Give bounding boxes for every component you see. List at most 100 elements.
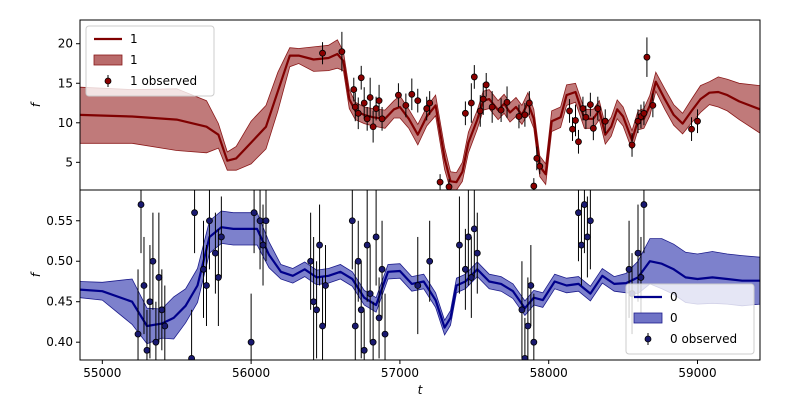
y-tick-label: 0.55	[46, 214, 73, 228]
observed-point	[467, 274, 475, 281]
observed-point	[137, 201, 145, 208]
observed-point	[140, 282, 148, 289]
observed-point	[402, 101, 410, 109]
observed-point	[482, 81, 490, 89]
observed-point	[694, 117, 701, 125]
observed-point	[572, 117, 579, 124]
observed-point	[375, 97, 383, 105]
observed-point	[354, 257, 362, 265]
axes-frame	[79, 189, 761, 361]
observed-point	[445, 183, 453, 190]
observed-point	[134, 330, 142, 338]
observed-point	[536, 162, 544, 170]
y-axis-label: f	[29, 271, 43, 277]
observed-point	[488, 103, 496, 111]
observed-point	[581, 201, 588, 208]
observed-point	[354, 109, 362, 117]
observed-point	[217, 233, 225, 241]
observed-point	[363, 241, 371, 249]
observed-point	[476, 107, 484, 115]
observed-point	[348, 217, 356, 225]
observed-point	[408, 90, 416, 98]
legend-label: 1	[130, 32, 138, 46]
observed-point	[414, 282, 422, 289]
observed-point	[426, 257, 434, 265]
observed-point	[530, 338, 538, 346]
observed-point	[594, 105, 602, 112]
observed-point	[259, 241, 267, 249]
y-tick-label: 10	[58, 116, 73, 130]
observed-point	[578, 241, 585, 249]
observed-point	[634, 249, 642, 257]
observed-point	[262, 217, 270, 225]
legend-label: 1	[130, 53, 138, 67]
legend-band-swatch	[93, 54, 123, 66]
legend: 0 0 0 observed	[625, 283, 755, 355]
observed-point	[351, 103, 359, 111]
observed-point	[525, 99, 533, 107]
observed-point	[470, 73, 478, 81]
observed-point	[586, 217, 594, 225]
observed-point	[188, 354, 195, 360]
observed-point	[461, 265, 469, 273]
observed-point	[360, 346, 368, 354]
observed-point	[467, 99, 475, 107]
observed-point	[350, 86, 358, 93]
observed-point	[473, 249, 481, 257]
legend-point-swatch	[644, 335, 652, 343]
observed-point	[247, 338, 255, 346]
legend-label: 0	[670, 311, 678, 325]
observed-point	[423, 105, 431, 112]
y-tick-label: 20	[58, 37, 73, 51]
legend-box	[625, 283, 755, 355]
observed-point	[436, 178, 444, 186]
observed-point	[601, 117, 609, 125]
observed-point	[569, 125, 576, 133]
observed-point	[530, 182, 538, 190]
observed-point	[338, 48, 346, 56]
observed-point	[625, 265, 633, 273]
y-axis-label: f	[29, 101, 43, 107]
observed-point	[357, 306, 365, 314]
observed-point	[149, 257, 157, 265]
observed-point	[250, 209, 258, 217]
observed-point	[464, 233, 472, 241]
observed-point	[566, 107, 573, 115]
observed-point	[372, 233, 380, 241]
observed-point	[470, 225, 478, 233]
observed-point	[366, 290, 374, 298]
legend-label: 0 observed	[670, 332, 737, 346]
observed-point	[456, 241, 463, 249]
legend-point-swatch	[104, 77, 112, 85]
observed-point	[583, 233, 591, 241]
observed-point	[503, 98, 511, 106]
x-tick-label: 57000	[381, 366, 419, 380]
observed-point	[214, 274, 222, 281]
mean-line	[80, 226, 760, 329]
observed-point	[378, 265, 386, 273]
y-tick-label: 15	[58, 76, 73, 90]
x-tick-label: 56000	[232, 366, 270, 380]
observed-point	[155, 274, 163, 281]
observed-point	[579, 105, 587, 112]
bottom-panel: 0.40 0.45 0.50 0.55 55000 56000 57000 58000 5900…	[29, 189, 761, 397]
legend-label: 1 observed	[130, 74, 197, 88]
observed-point	[158, 306, 166, 314]
observed-point	[479, 95, 487, 103]
observed-point	[582, 113, 590, 121]
observed-point	[461, 109, 469, 117]
observed-point	[310, 298, 318, 306]
observed-point	[518, 306, 526, 314]
observed-point	[527, 282, 535, 289]
observed-point	[143, 346, 151, 354]
observed-point	[369, 123, 377, 131]
y-tick-label: 0.45	[46, 295, 73, 309]
plot-area	[80, 31, 760, 190]
observed-point	[381, 330, 389, 338]
observed-point	[533, 154, 541, 162]
observed-point	[395, 91, 402, 99]
observed-point	[575, 138, 582, 146]
y-tick-label: 0.40	[46, 335, 73, 349]
observed-point	[369, 338, 377, 346]
